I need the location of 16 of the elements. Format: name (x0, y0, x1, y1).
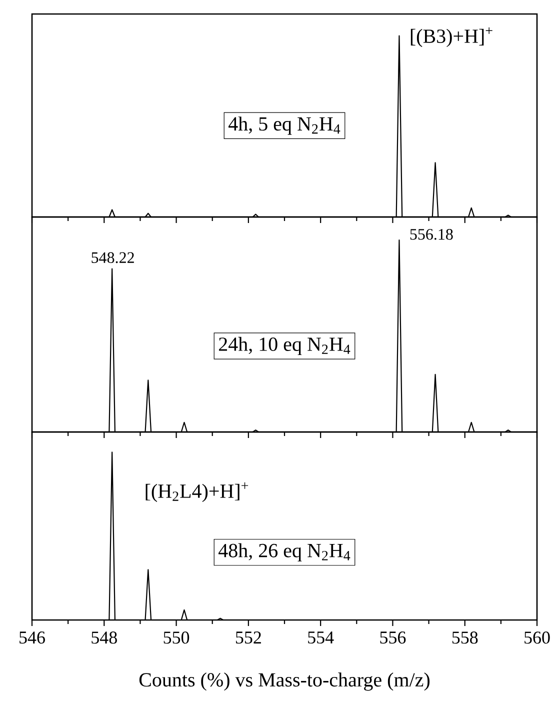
annotation: [(B3)+H]$^{+}$ (410, 27, 492, 48)
x-tick-label: 560 (524, 632, 550, 644)
x-axis-title: Counts (%) vs Mass-to-charge (m/z) (139, 672, 430, 691)
x-tick-label: 554 (308, 632, 334, 644)
x-tick-label: 556 (380, 632, 406, 644)
x-tick-label: 548 (92, 632, 117, 644)
x-tick-label: 550 (164, 632, 190, 644)
annotation: [(H$_{2}$L4)+H]$^{+}$ (146, 482, 248, 502)
text: 556.18 (410, 228, 453, 240)
annotation: 548.22 (92, 252, 134, 264)
x-tick-label: 546 (20, 632, 45, 644)
annotation: 4h, 5 eq N$_{2}$H$_{4}$ (228, 116, 340, 135)
x-tick-label: 558 (452, 632, 478, 644)
annotation: 48h, 26 eq N$_{2}$H$_{4}$ (218, 543, 350, 562)
x-tick-label: 552 (236, 632, 261, 644)
annotation: 24h, 10 eq N$_{2}$H$_{4}$ (218, 336, 350, 356)
